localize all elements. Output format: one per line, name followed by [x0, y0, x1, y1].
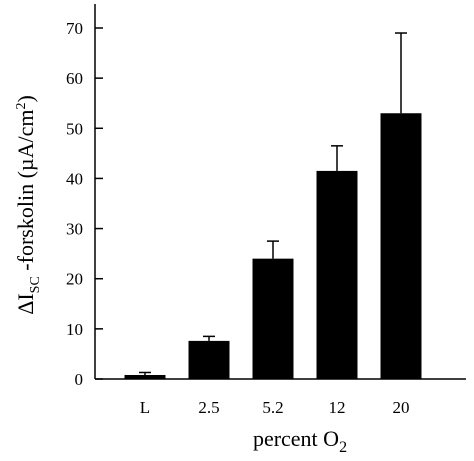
- y-tick-label: 70: [66, 19, 83, 38]
- y-tick-label: 10: [66, 320, 83, 339]
- bars: [124, 113, 422, 379]
- bar: [316, 170, 358, 379]
- x-axis: L 2.5 5.2 12 20: [95, 378, 466, 417]
- y-axis-title-middle: -forskolin (µA/cm: [13, 110, 38, 277]
- y-tick-label: 0: [75, 370, 84, 389]
- y-tick-label: 40: [66, 169, 83, 188]
- x-ticks: L 2.5 5.2 12 20: [140, 398, 410, 417]
- y-tick-label: 20: [66, 270, 83, 289]
- y-axis-title-superscript: 2: [14, 103, 29, 110]
- bar: [188, 340, 230, 379]
- y-axis-title-delta: ΔI: [13, 293, 38, 314]
- y-tick-label: 50: [66, 119, 83, 138]
- x-tick-label: L: [140, 398, 150, 417]
- x-axis-title-main: percent O: [253, 426, 339, 451]
- x-tick-label: 5.2: [262, 398, 283, 417]
- x-axis-title: percent O2: [253, 426, 347, 456]
- error-bars: [139, 32, 407, 375]
- y-tick-label: 30: [66, 220, 83, 239]
- y-axis-title-end: ): [13, 95, 38, 102]
- x-axis-title-subscript: 2: [339, 439, 347, 456]
- y-axis-title: ΔISC -forskolin (µA/cm2): [13, 95, 43, 315]
- x-tick-label: 20: [393, 398, 410, 417]
- y-ticks: 0 10 20 30 40 50 60 70: [66, 19, 103, 389]
- bar: [252, 258, 294, 379]
- x-tick-label: 12: [329, 398, 346, 417]
- y-tick-label: 60: [66, 69, 83, 88]
- y-axis: 0 10 20 30 40 50 60 70: [66, 4, 103, 389]
- bar: [380, 113, 422, 379]
- x-tick-label: 2.5: [198, 398, 219, 417]
- bar: [124, 374, 166, 379]
- y-axis-title-subscript: SC: [28, 276, 43, 293]
